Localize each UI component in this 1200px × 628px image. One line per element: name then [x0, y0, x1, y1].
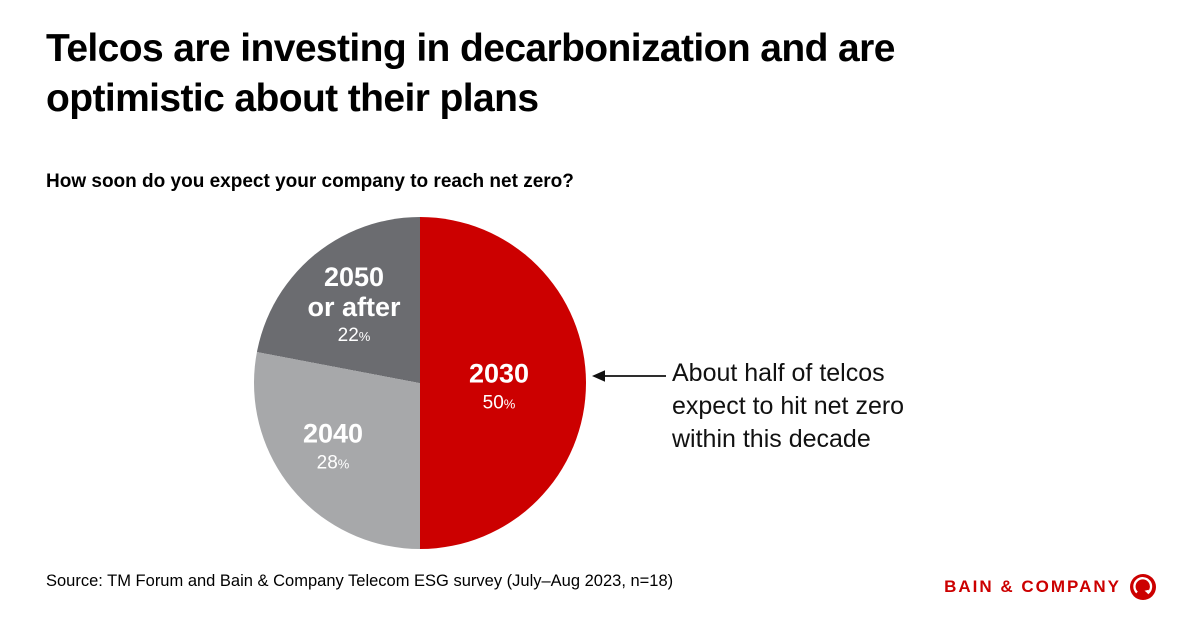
annotation-line-1: About half of telcos — [672, 359, 885, 387]
annotation-line-2: expect to hit net zero — [672, 391, 905, 420]
bain-logo-icon — [1130, 574, 1156, 600]
slice-year-label: 2040 — [302, 418, 364, 449]
annotation-line-3: within this decade — [672, 424, 871, 453]
chart-question: How soon do you expect your company to r… — [46, 171, 574, 192]
slice-percent: 22% — [337, 325, 371, 347]
left-arrow-icon — [592, 370, 666, 382]
page-title: Telcos are investing in decarbonization … — [46, 24, 895, 125]
slice-percent: 28% — [316, 452, 350, 474]
pie-label-2030: 2030 50% — [468, 358, 530, 415]
pie-chart: 2050 or after 22% 2040 28% 2030 50% — [254, 217, 586, 549]
slice-year-label: 2050 or after — [307, 261, 401, 322]
source-note: Source: TM Forum and Bain & Company Tele… — [46, 572, 674, 590]
title-line-1: Telcos are investing in decarbonization … — [46, 27, 895, 70]
pie-label-2050-or-after: 2050 or after 22% — [307, 261, 401, 347]
brand-wordmark: BAIN & COMPANY — [944, 577, 1121, 596]
title-line-2: optimistic about their plans — [46, 77, 539, 121]
pie-label-2040: 2040 28% — [302, 418, 364, 475]
chart-annotation: About half of telcos expect to hit net z… — [672, 357, 904, 455]
slice-percent: 50% — [482, 392, 516, 414]
slice-year-label: 2030 — [468, 358, 530, 389]
brand-logo: BAIN & COMPANY — [944, 574, 1156, 600]
